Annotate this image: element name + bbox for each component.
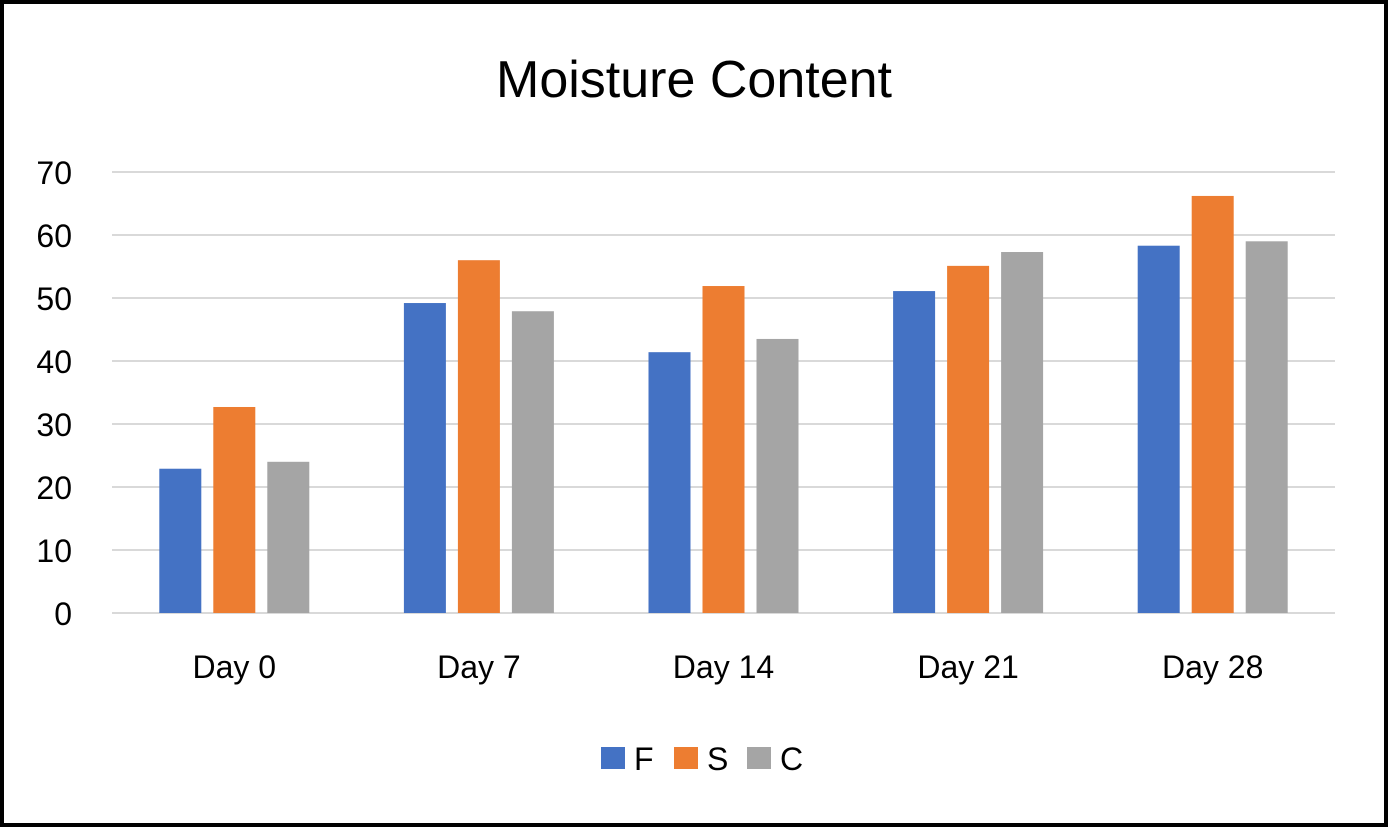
y-tick-label: 10 xyxy=(36,533,72,569)
legend-swatch-S xyxy=(674,747,698,769)
legend-label-C: C xyxy=(780,741,803,777)
y-tick-label: 50 xyxy=(36,281,72,317)
y-tick-label: 0 xyxy=(54,596,72,632)
legend-label-S: S xyxy=(707,741,728,777)
bar-C-day-7 xyxy=(511,311,554,613)
bar-C-day-0 xyxy=(267,461,310,613)
bar-F-day-14 xyxy=(648,352,691,613)
bar-S-day-21 xyxy=(947,265,990,613)
bar-F-day-0 xyxy=(159,468,202,613)
y-tick-label: 60 xyxy=(36,218,72,254)
x-tick-label: Day 0 xyxy=(193,649,277,685)
bar-S-day-28 xyxy=(1191,195,1234,613)
bar-S-day-0 xyxy=(213,406,256,613)
x-tick-label: Day 14 xyxy=(673,649,774,685)
legend-swatch-C xyxy=(747,747,771,769)
y-tick-label: 20 xyxy=(36,470,72,506)
x-tick-label: Day 7 xyxy=(437,649,521,685)
chart-title: Moisture Content xyxy=(496,51,893,109)
legend-swatch-F xyxy=(601,747,625,769)
bar-S-day-14 xyxy=(702,286,745,613)
bar-F-day-7 xyxy=(403,303,446,613)
y-tick-label: 40 xyxy=(36,344,72,380)
x-tick-label: Day 21 xyxy=(917,649,1018,685)
bar-C-day-14 xyxy=(756,338,799,613)
x-tick-label: Day 28 xyxy=(1162,649,1263,685)
y-tick-label: 70 xyxy=(36,155,72,191)
bar-F-day-28 xyxy=(1137,245,1180,613)
y-tick-label: 30 xyxy=(36,407,72,443)
legend-label-F: F xyxy=(634,741,654,777)
bar-S-day-7 xyxy=(457,260,500,613)
bar-C-day-28 xyxy=(1245,241,1288,614)
bar-C-day-21 xyxy=(1001,252,1044,613)
bar-F-day-21 xyxy=(893,291,936,613)
